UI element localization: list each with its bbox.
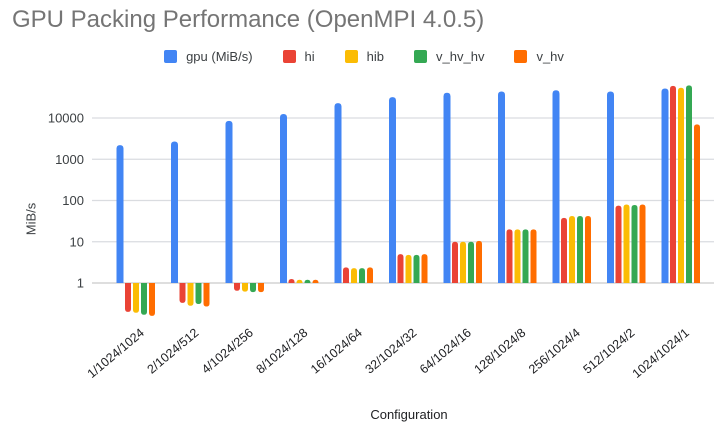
bar-hib[interactable] <box>460 241 466 283</box>
bar-gpu-mib-s-[interactable] <box>334 103 342 283</box>
x-axis-tick-label: 512/1024/2 <box>581 326 638 377</box>
legend-swatch-icon <box>164 50 178 63</box>
bar-gpu-mib-s-[interactable] <box>552 90 560 283</box>
y-axis-tick-label: 10000 <box>48 111 84 126</box>
y-axis-tick-label: 1 <box>77 276 84 291</box>
x-axis-tick-label: 1/1024/1024 <box>85 326 147 381</box>
bar-v-hv-hv[interactable] <box>631 204 638 283</box>
legend-item-label: v_hv <box>536 49 564 64</box>
legend-item-hi: hi <box>282 49 315 64</box>
bar-v-hv[interactable] <box>258 283 264 293</box>
legend-item-label: hi <box>304 49 315 64</box>
bar-v-hv[interactable] <box>421 254 428 283</box>
legend-item-label: hib <box>366 49 385 64</box>
bar-hi[interactable] <box>234 283 240 291</box>
bar-gpu-mib-s-[interactable] <box>443 92 451 284</box>
x-axis-tick-label: 256/1024/4 <box>526 326 583 377</box>
bar-gpu-mib-s-[interactable] <box>171 141 178 283</box>
bar-v-hv-hv[interactable] <box>413 254 420 283</box>
bar-v-hv-hv[interactable] <box>522 229 529 283</box>
x-axis-tick-label: 64/1024/16 <box>417 326 474 377</box>
legend-item-v-hv: v_hv <box>514 49 564 64</box>
x-axis-tick-label: 4/1024/256 <box>199 326 256 377</box>
y-axis-tick-label: 100 <box>62 193 84 208</box>
legend-item-gpu-mib-s-: gpu (MiB/s) <box>164 49 253 64</box>
x-axis-tick-label: 1024/1024/1 <box>630 326 692 381</box>
legend: gpu (MiB/s) hi hib v_hv_hv v_hv <box>0 49 728 64</box>
chart-title: GPU Packing Performance (OpenMPI 4.0.5) <box>12 6 485 33</box>
bar-hi[interactable] <box>343 267 349 283</box>
x-axis-title: Configuration <box>370 407 448 422</box>
bar-v-hv[interactable] <box>367 267 373 283</box>
bar-gpu-mib-s-[interactable] <box>498 91 505 283</box>
bar-v-hv[interactable] <box>476 240 482 283</box>
bar-v-hv[interactable] <box>312 279 319 283</box>
x-axis-tick-label: 16/1024/64 <box>308 326 365 377</box>
bar-hib[interactable] <box>296 279 303 283</box>
bar-hib[interactable] <box>514 229 521 283</box>
legend-item-v-hv-hv: v_hv_hv <box>414 49 484 64</box>
bar-gpu-mib-s-[interactable] <box>607 91 614 283</box>
bar-v-hv[interactable] <box>694 124 700 283</box>
bar-hi[interactable] <box>397 254 404 283</box>
legend-item-label: v_hv_hv <box>436 49 485 64</box>
bar-hib[interactable] <box>351 268 357 283</box>
bar-hib[interactable] <box>405 254 412 283</box>
y-axis-tick-label: 10 <box>70 234 84 249</box>
bar-v-hv[interactable] <box>149 283 155 316</box>
bar-hi[interactable] <box>452 241 458 283</box>
bar-v-hv-hv[interactable] <box>195 283 202 304</box>
bar-hi[interactable] <box>179 283 186 303</box>
bar-v-hv[interactable] <box>639 204 646 283</box>
legend-swatch-icon <box>344 50 358 63</box>
x-axis-tick-label: 2/1024/512 <box>145 326 202 377</box>
bar-hi[interactable] <box>288 279 295 283</box>
bar-v-hv-hv[interactable] <box>304 279 311 283</box>
bar-v-hv-hv[interactable] <box>359 268 365 283</box>
bar-hi[interactable] <box>506 229 513 283</box>
bar-hib[interactable] <box>678 87 684 283</box>
bar-v-hv[interactable] <box>203 283 210 307</box>
bar-v-hv-hv[interactable] <box>686 85 692 283</box>
bar-gpu-mib-s-[interactable] <box>661 88 669 283</box>
bar-gpu-mib-s-[interactable] <box>225 120 233 283</box>
bar-hi[interactable] <box>670 85 676 283</box>
bar-v-hv-hv[interactable] <box>468 241 474 283</box>
legend-item-hib: hib <box>344 49 385 64</box>
bar-gpu-mib-s-[interactable] <box>116 145 124 283</box>
bar-hib[interactable] <box>133 283 139 313</box>
bar-v-hv[interactable] <box>530 229 537 283</box>
bar-hib[interactable] <box>187 283 194 306</box>
bar-hi[interactable] <box>615 205 622 283</box>
x-axis-tick-label: 32/1024/32 <box>363 326 420 377</box>
bar-v-hv-hv[interactable] <box>250 283 256 293</box>
legend-swatch-icon <box>514 50 528 63</box>
bar-v-hv-hv[interactable] <box>141 283 147 315</box>
bar-v-hv[interactable] <box>585 216 591 283</box>
bar-hib[interactable] <box>623 204 630 283</box>
bar-hib[interactable] <box>569 216 575 283</box>
x-axis-tick-label: 8/1024/128 <box>254 326 311 377</box>
legend-swatch-icon <box>414 50 428 63</box>
y-axis-tick-label: 1000 <box>55 152 84 167</box>
bar-gpu-mib-s-[interactable] <box>280 114 287 283</box>
bar-v-hv-hv[interactable] <box>577 216 583 283</box>
bar-hi[interactable] <box>561 217 567 283</box>
legend-item-label: gpu (MiB/s) <box>186 49 253 64</box>
x-axis-tick-label: 128/1024/8 <box>472 326 529 377</box>
bar-hi[interactable] <box>125 283 131 312</box>
bar-hib[interactable] <box>242 283 248 292</box>
bar-gpu-mib-s-[interactable] <box>389 97 396 283</box>
legend-swatch-icon <box>282 50 296 63</box>
